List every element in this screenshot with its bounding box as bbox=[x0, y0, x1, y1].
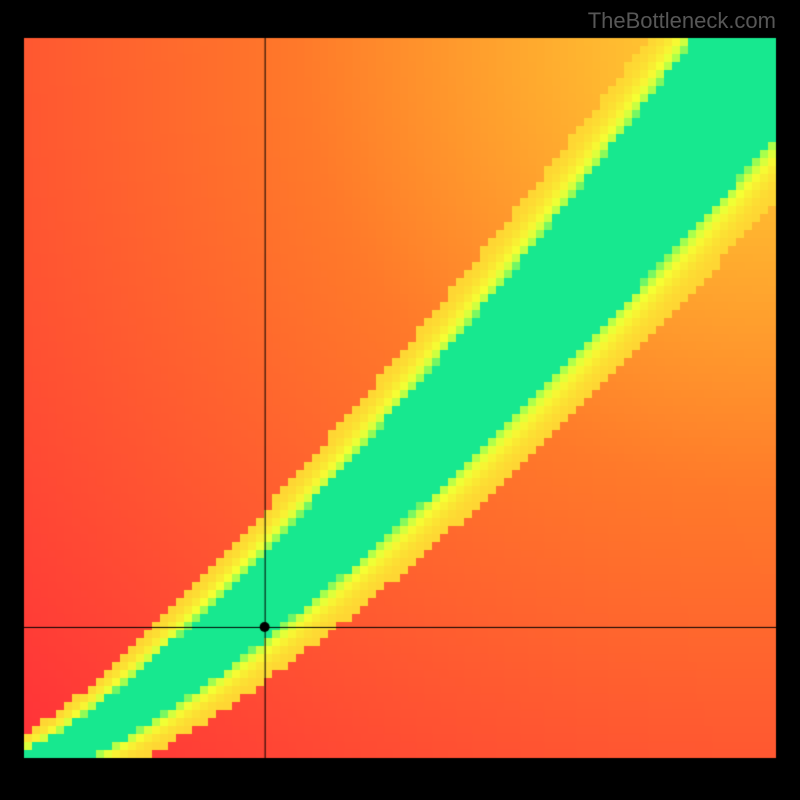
bottleneck-heatmap bbox=[0, 0, 800, 800]
watermark-text: TheBottleneck.com bbox=[588, 8, 776, 34]
